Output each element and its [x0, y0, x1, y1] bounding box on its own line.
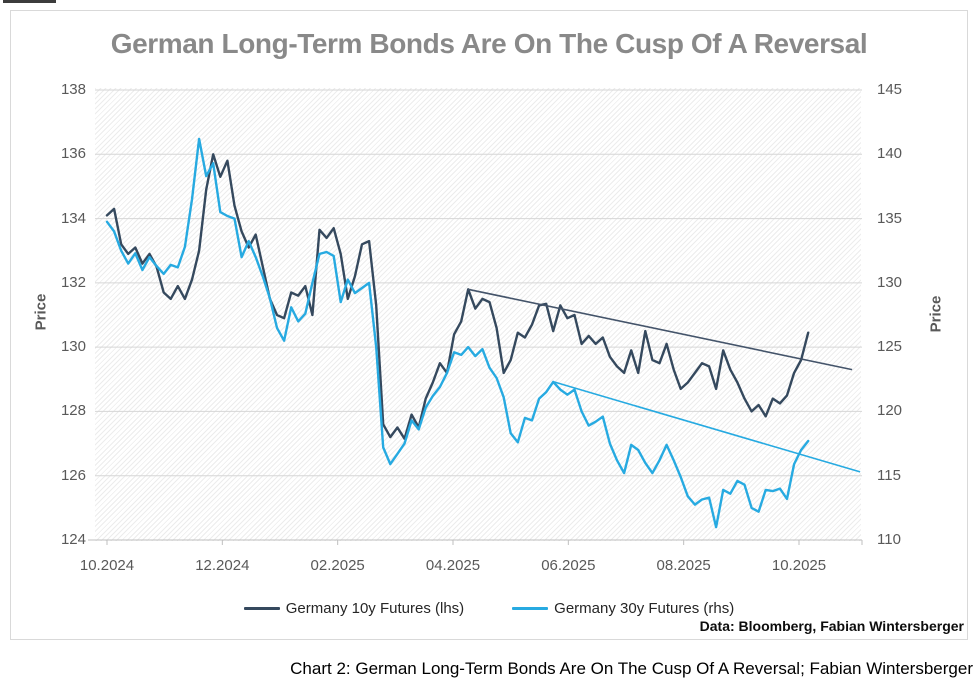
right-y-tick-label: 120	[877, 402, 903, 420]
legend-label-10y: Germany 10y Futures (lhs)	[285, 600, 465, 617]
x-tick-label: 10.2025	[771, 557, 827, 574]
left-y-tick-label: 138	[60, 81, 86, 98]
left-y-tick-label: 130	[60, 338, 86, 356]
right-y-tick-label: 130	[877, 273, 903, 291]
10y-futures-line-swatch	[243, 606, 280, 611]
figure-caption: Chart 2: German Long-Term Bonds Are On T…	[290, 659, 973, 678]
legend-item-30y-futures: Germany 30y Futures (rhs)	[512, 600, 734, 617]
x-tick-label: 12.2024	[195, 557, 250, 574]
data-source-attribution: Data: Bloomberg, Fabian Wintersberger	[699, 618, 964, 634]
left-y-tick-label: 132	[60, 273, 86, 291]
right-y-tick-label: 125	[877, 338, 903, 356]
left-y-tick-label: 134	[60, 209, 86, 227]
x-tick-label: 08.2025	[656, 557, 711, 574]
screenshot-edge-artifact	[3, 0, 56, 3]
x-tick-label: 04.2025	[425, 557, 481, 574]
chart-legend: Germany 10y Futures (lhs) Germany 30y Fu…	[10, 600, 968, 617]
left-y-tick-label: 136	[60, 145, 86, 163]
right-axis-title: Price	[927, 295, 945, 333]
chart-title: German Long-Term Bonds Are On The Cusp O…	[110, 28, 868, 59]
x-tick-label: 06.2025	[541, 557, 596, 574]
x-tick-label: 02.2025	[310, 557, 365, 574]
right-y-tick-label: 140	[877, 145, 903, 163]
legend-item-10y-futures: Germany 10y Futures (lhs)	[243, 600, 465, 617]
legend-label-30y: Germany 30y Futures (rhs)	[554, 600, 735, 617]
left-axis-title: Price	[32, 293, 50, 331]
left-y-tick-label: 126	[60, 466, 86, 484]
left-y-tick-label: 124	[60, 531, 86, 548]
left-y-tick-label: 128	[60, 402, 86, 420]
right-y-tick-label: 110	[877, 531, 901, 548]
plot-area-hatch-background	[95, 88, 861, 541]
right-y-tick-label: 135	[877, 209, 903, 227]
x-tick-label: 10.2024	[79, 557, 135, 574]
30y-futures-line-swatch	[512, 606, 549, 611]
right-y-tick-label: 115	[877, 466, 901, 484]
right-y-tick-label: 145	[877, 81, 903, 98]
